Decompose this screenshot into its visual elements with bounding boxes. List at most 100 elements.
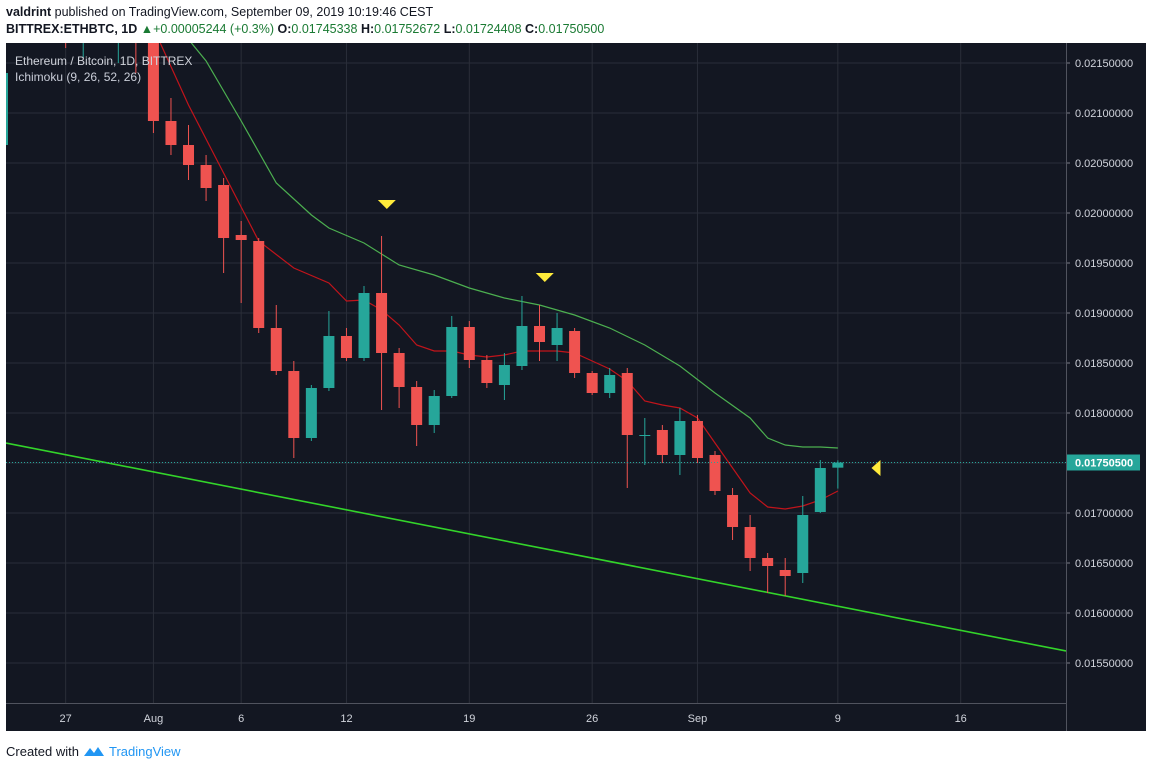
candle — [569, 328, 581, 378]
candle — [691, 415, 703, 463]
candle — [814, 460, 826, 513]
candle-body — [270, 328, 282, 371]
candle-body — [551, 328, 563, 345]
chart-area[interactable]: 0.01550000 0.01600000 0.01650000 0.01700000… — [6, 43, 1146, 731]
candle-body — [376, 293, 388, 353]
candle-body — [586, 373, 598, 393]
price-tick-label: 0.01800000 — [1075, 408, 1133, 420]
candle — [305, 385, 317, 441]
plot-content — [6, 43, 1066, 652]
time-tick-label: 12 — [340, 713, 352, 725]
candle — [797, 496, 809, 583]
candle — [218, 178, 230, 273]
candle-body — [446, 327, 458, 396]
candle — [516, 296, 528, 370]
candle-body — [340, 336, 352, 358]
price-tick-label: 0.01600000 — [1075, 608, 1133, 620]
candle-body — [639, 435, 651, 436]
published-text: published on TradingView.com, September … — [54, 5, 434, 19]
low-label: L: — [443, 22, 456, 36]
close-label: C: — [525, 22, 539, 36]
candle — [200, 155, 212, 201]
chart-header: valdrint published on TradingView.com, S… — [6, 4, 1146, 40]
last-price-label-bg — [1067, 454, 1140, 471]
candle — [551, 313, 563, 361]
conversion-line — [159, 43, 839, 510]
price-tick-label: 0.01700000 — [1075, 508, 1133, 520]
candle — [727, 488, 739, 540]
candle — [656, 425, 668, 463]
candle-body — [516, 326, 528, 366]
candle-body — [744, 527, 756, 558]
high-label: H: — [360, 22, 375, 36]
ohlc-line: BITTREX:ETHBTC, 1D ▲+0.00005244 (+0.3%) … — [6, 21, 1146, 38]
open-value: 0.01745338 — [291, 22, 358, 36]
last-price-label-text: 0.01750500 — [1075, 458, 1133, 470]
candle-body — [288, 371, 300, 438]
time-tick-label: 19 — [463, 713, 475, 725]
open-label: O: — [277, 22, 292, 36]
candle-body — [604, 375, 616, 393]
candle-body — [779, 570, 791, 576]
candle-body — [569, 331, 581, 373]
candle — [270, 305, 282, 375]
candle — [639, 418, 651, 465]
legend-indicator[interactable]: Ichimoku (9, 26, 52, 26) — [15, 70, 142, 84]
close-value: 0.01750500 — [538, 22, 605, 36]
candle — [117, 43, 119, 63]
candle — [762, 553, 774, 593]
candle-body — [534, 326, 546, 342]
high-value: 0.01752672 — [374, 22, 441, 36]
time-tick-label: 9 — [835, 713, 841, 725]
price-tick-label: 0.02000000 — [1075, 208, 1133, 220]
candle-body — [498, 365, 510, 385]
publish-line: valdrint published on TradingView.com, S… — [6, 4, 1146, 21]
candle-body — [621, 373, 633, 435]
candle — [135, 43, 137, 73]
price-tick-label: 0.01950000 — [1075, 258, 1133, 270]
candle — [709, 451, 721, 495]
plot-background — [6, 43, 1066, 703]
price-tick-label: 0.02050000 — [1075, 158, 1133, 170]
candle — [183, 125, 195, 180]
price-axis-background — [1066, 43, 1146, 731]
publisher-name[interactable]: valdrint — [6, 5, 52, 19]
candle — [235, 221, 247, 303]
tradingview-brand[interactable]: TradingView — [108, 743, 181, 759]
candle-body — [797, 515, 809, 573]
candle — [621, 368, 633, 488]
candle-body — [832, 462, 844, 468]
marker-left-triangle — [871, 460, 881, 476]
candle-body — [235, 235, 247, 240]
candle-body — [323, 336, 335, 388]
candle — [779, 558, 791, 596]
support-trendline — [6, 442, 1066, 652]
candle-body — [709, 455, 721, 491]
candle-body — [762, 558, 774, 566]
candle-body — [218, 185, 230, 238]
candle — [165, 98, 177, 155]
candle — [358, 286, 370, 361]
tradingview-logo-icon — [83, 747, 104, 756]
candle — [586, 371, 598, 395]
candle-body — [253, 241, 265, 328]
candle-body — [674, 421, 686, 455]
marker-down-triangle — [535, 273, 554, 282]
time-tick-label: Sep — [688, 713, 708, 725]
low-value: 0.01724408 — [455, 22, 522, 36]
time-axis-background — [6, 703, 1066, 731]
time-tick-label: 16 — [955, 713, 967, 725]
candle-body — [411, 387, 423, 425]
candlestick-chart[interactable]: 0.01550000 0.01600000 0.01650000 0.01700000… — [6, 43, 1146, 731]
price-tick-label: 0.02150000 — [1075, 58, 1133, 70]
candle-body — [183, 145, 195, 165]
footer: Created with TradingView — [6, 741, 181, 761]
candle — [498, 353, 510, 400]
candle — [288, 361, 300, 458]
change-arrow-icon: ▲ — [140, 22, 154, 36]
candle-body — [305, 388, 317, 438]
legend-title[interactable]: Ethereum / Bitcoin, 1D, BITTREX — [15, 54, 193, 68]
candle-body — [814, 468, 826, 512]
candle-body — [393, 353, 405, 387]
candle-body — [358, 293, 370, 358]
